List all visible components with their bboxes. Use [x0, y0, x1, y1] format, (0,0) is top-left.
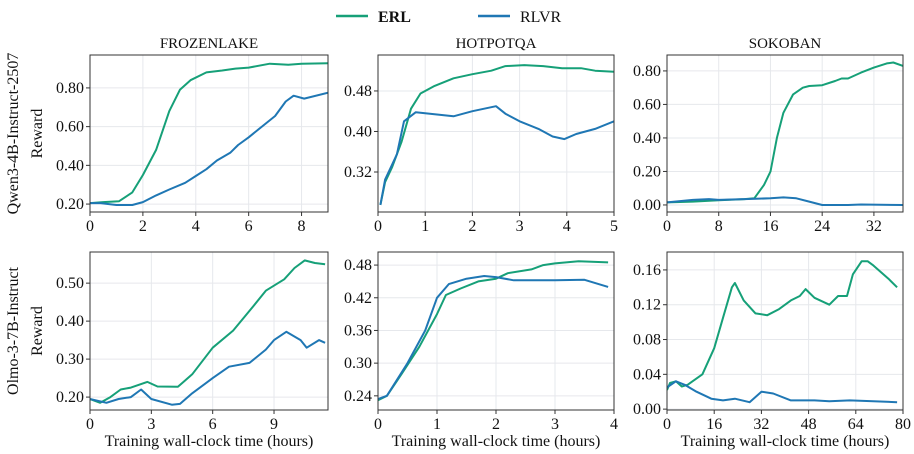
x-tick-label: 0	[374, 218, 382, 235]
y-tick-label: 0.20	[56, 196, 84, 213]
x-axis-label: Training wall-clock time (hours)	[681, 433, 890, 450]
series-line-rlvr	[667, 196, 903, 206]
y-tick-label: 0.48	[344, 257, 372, 274]
plot-frame	[89, 251, 329, 411]
x-tick-label: 2	[139, 218, 147, 235]
x-tick-label: 6	[209, 416, 217, 433]
subplot-title: HOTPOTQA	[456, 36, 537, 52]
series-line-rlvr	[378, 275, 609, 401]
x-tick-label: 2	[468, 218, 476, 235]
y-tick-label: 0.30	[56, 351, 84, 368]
series-line-rlvr	[667, 380, 898, 404]
x-tick-label: 8	[298, 218, 306, 235]
y-tick-label: 0.36	[344, 322, 372, 339]
y-tick-label: 0.20	[56, 389, 84, 406]
subplot-6: 0 16 32 48 64 80 0.00 0.04 0.08 0.12 0.16 Training …	[633, 251, 911, 450]
legend-label-erl: ERL	[378, 9, 411, 26]
x-tick-label: 48	[801, 416, 817, 433]
x-tick-label: 6	[245, 218, 253, 235]
x-tick-label: 5	[610, 218, 618, 235]
y-tick-label: 0.40	[56, 157, 84, 174]
plot-frame	[377, 251, 615, 411]
x-tick-label: 16	[706, 416, 722, 433]
x-tick-label: 1	[433, 416, 441, 433]
y-tick-label: 0.40	[56, 313, 84, 330]
series-line-rlvr	[379, 105, 614, 206]
x-tick-label: 16	[762, 218, 778, 235]
x-axis-label: Training wall-clock time (hours)	[392, 433, 601, 450]
y-tick-label: 0.80	[56, 80, 84, 97]
y-tick-label: 0.04	[633, 366, 661, 383]
series-line-erl	[90, 259, 326, 404]
row-label: Olmo-3-7B-Instruct	[5, 266, 22, 395]
plot-frame	[666, 251, 904, 411]
x-tick-label: 0	[374, 416, 382, 433]
subplot-4: 0 3 6 9 0.20 0.30 0.40 0.50 Training wall-clock …	[5, 251, 329, 450]
x-tick-label: 64	[848, 416, 864, 433]
y-tick-label: 0.40	[344, 123, 372, 140]
x-tick-label: 4	[192, 218, 200, 235]
y-tick-label: 0.60	[56, 119, 84, 136]
subplot-3: 0 8 16 24 32 0.00 0.20 0.40 0.60 0.80 SOKOBAN	[633, 36, 904, 235]
y-tick-label: 0.60	[633, 96, 661, 113]
plot-frame	[89, 54, 329, 213]
x-tick-label: 1	[421, 218, 429, 235]
y-tick-label: 0.24	[344, 388, 372, 405]
x-tick-label: 4	[563, 218, 571, 235]
x-tick-label: 4	[610, 416, 618, 433]
subplot-2: 0 1 2 3 4 5 0.32 0.40 0.48 HOTPOTQA	[344, 36, 618, 235]
x-tick-label: 3	[551, 416, 559, 433]
y-axis-label: Reward	[29, 306, 46, 356]
subplot-1: 0 2 4 6 8 0.20 0.40 0.60 0.80 FROZENLAKE Reward Qwe…	[5, 36, 329, 235]
subplot-5: 0 1 2 3 4 0.24 0.30 0.36 0.42 0.48 Training wall-c…	[344, 251, 618, 450]
subplot-title: SOKOBAN	[749, 36, 822, 52]
x-tick-label: 0	[663, 416, 671, 433]
y-tick-label: 0.08	[633, 332, 661, 349]
x-tick-label: 3	[516, 218, 524, 235]
y-tick-label: 0.50	[56, 275, 84, 292]
plot-frame	[666, 54, 904, 213]
x-tick-label: 24	[814, 218, 830, 235]
series-line-rlvr	[90, 91, 328, 206]
x-axis-label: Training wall-clock time (hours)	[105, 433, 314, 450]
legend: ERL RLVR	[336, 9, 562, 26]
series-line-erl	[379, 64, 614, 206]
x-tick-label: 0	[663, 218, 671, 235]
plot-frame	[377, 54, 615, 213]
x-tick-label: 0	[86, 218, 94, 235]
row-label: Qwen3-4B-Instruct-2507	[5, 53, 22, 215]
y-tick-label: 0.32	[344, 164, 372, 181]
y-tick-label: 0.80	[633, 63, 661, 80]
subplot-title: FROZENLAKE	[160, 36, 258, 52]
y-tick-label: 0.48	[344, 83, 372, 100]
x-tick-label: 32	[866, 218, 882, 235]
x-tick-label: 2	[492, 416, 500, 433]
y-tick-label: 0.12	[633, 297, 661, 314]
x-tick-label: 8	[715, 218, 723, 235]
y-tick-label: 0.40	[633, 130, 661, 147]
x-tick-label: 3	[147, 416, 155, 433]
series-line-rlvr	[90, 330, 326, 406]
y-tick-label: 0.00	[633, 197, 661, 214]
x-tick-label: 0	[86, 416, 94, 433]
series-line-erl	[90, 62, 328, 205]
series-line-erl	[667, 260, 898, 391]
y-tick-label: 0.00	[633, 401, 661, 418]
x-tick-label: 9	[270, 416, 278, 433]
y-tick-label: 0.20	[633, 163, 661, 180]
x-tick-label: 80	[895, 416, 911, 433]
x-tick-label: 32	[753, 416, 769, 433]
y-tick-label: 0.42	[344, 290, 372, 307]
series-line-erl	[667, 61, 903, 204]
y-tick-label: 0.30	[344, 355, 372, 372]
y-axis-label: Reward	[29, 109, 46, 159]
y-tick-label: 0.16	[633, 262, 661, 279]
legend-label-rlvr: RLVR	[520, 9, 562, 26]
